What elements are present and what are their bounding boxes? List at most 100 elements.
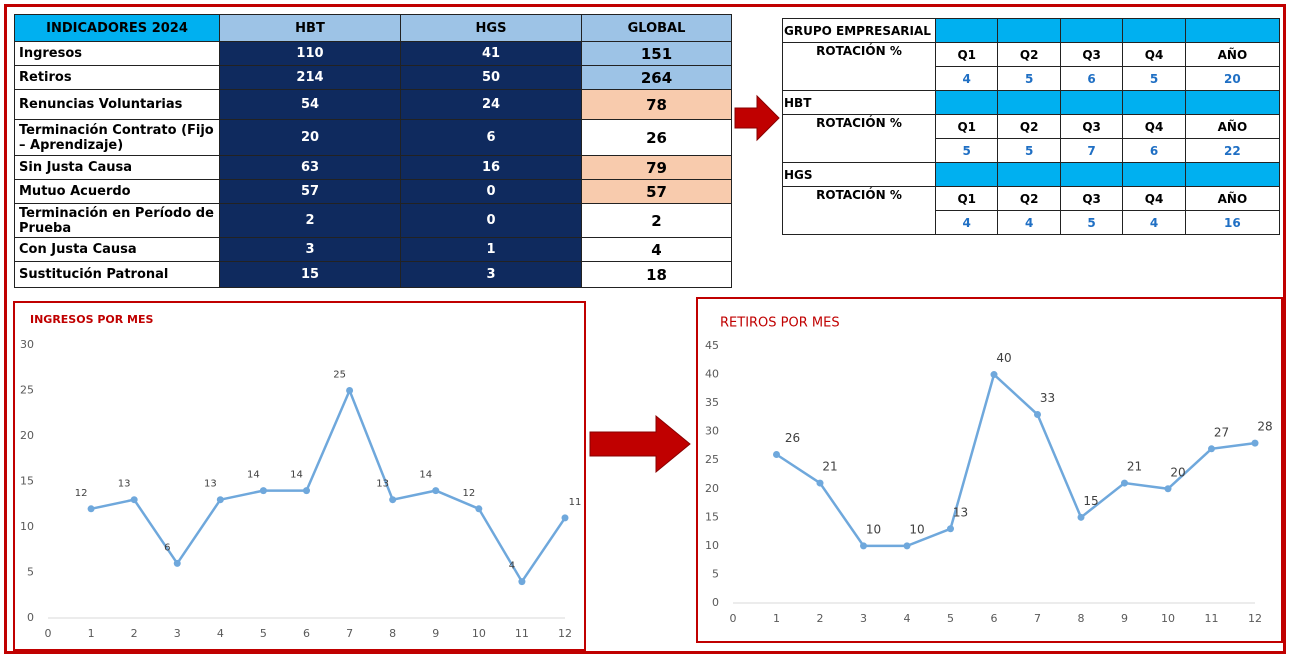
point [561,514,569,522]
column-row: ROTACIÓN % Q1 Q2 Q3 Q4 AÑO [782,42,1281,91]
row: Renuncias Voluntarias 54 24 78 [14,89,732,120]
data-label: 40 [996,351,1011,365]
group-row: HGS [782,162,1281,187]
x-tick-label: 3 [174,627,181,640]
value-row: 5 5 7 6 22 [783,138,1281,163]
y-tick-label: 25 [20,384,34,397]
data-label: 21 [822,460,837,474]
data-label: 13 [204,479,217,490]
cell: Mutuo Acuerdo [14,179,220,204]
point [1164,485,1172,493]
data-label: 10 [866,522,881,536]
x-tick-label: 2 [817,612,824,625]
blue-cell [997,162,1061,187]
x-tick-label: 12 [558,627,572,640]
column-row: ROTACIÓN % Q1 Q2 Q3 Q4 AÑO [782,114,1281,163]
group-row: HBT [782,90,1281,115]
row: Ingresos 110 41 151 [14,41,732,66]
indicators-table: INDICADORES 2024 HBT HGS GLOBAL Ingresos 110 4… [14,14,732,288]
data-label: 27 [1214,425,1229,439]
y-tick-label: 5 [27,566,34,579]
x-tick-label: 5 [947,612,954,625]
data-label: 26 [785,431,800,445]
data-label: 13 [118,479,131,490]
y-tick-label: 0 [712,596,719,609]
x-tick-label: 9 [432,627,439,640]
cell: Terminación Contrato (Fijo – Aprendizaje… [14,119,220,156]
point [773,451,780,459]
point [259,487,267,495]
x-tick-label: 10 [472,627,486,640]
y-tick-label: 25 [705,453,719,466]
row: Mutuo Acuerdo 57 0 57 [14,179,732,204]
cell: 264 [581,65,732,90]
value-cell: 5 [1059,210,1124,235]
x-tick-label: 11 [1205,612,1219,625]
y-tick-label: 10 [20,520,34,533]
data-label: 14 [247,470,260,481]
value-cell: 5 [934,138,999,163]
point [87,505,95,513]
x-tick-label: 4 [904,612,911,625]
data-label: 25 [333,370,346,381]
x-tick-label: 3 [860,612,867,625]
cell: 57 [219,179,401,204]
x-tick-label: 8 [1078,612,1085,625]
point [1034,411,1041,419]
data-label: 4 [509,561,515,572]
x-tick-label: 7 [1034,612,1041,625]
point [475,505,483,513]
point [816,479,824,487]
blue-cell [1059,90,1124,115]
header-cell: HBT [219,14,401,42]
x-tick-label: 5 [260,627,267,640]
chart-title: RETIROS POR MES [720,316,840,331]
cell: 0 [400,179,582,204]
cell: 3 [400,261,582,288]
blue-cell [1184,162,1281,187]
x-tick-label: 1 [88,627,95,640]
point [1208,445,1215,453]
group-name: HBT [782,90,936,115]
cell: 57 [581,179,732,204]
x-tick-label: 1 [773,612,780,625]
cell: 2 [219,203,401,238]
point [303,487,310,495]
data-label: 11 [569,497,582,508]
column-row: ROTACIÓN % Q1 Q2 Q3 Q4 AÑO [782,186,1281,235]
data-label: 6 [164,542,170,553]
cell: 214 [219,65,401,90]
line [90,387,567,584]
point [1077,513,1085,521]
y-tick-label: 10 [705,539,719,552]
y-tick-label: 30 [20,338,34,351]
data-label: 20 [1170,465,1185,479]
blue-cell [997,90,1061,115]
cell: 41 [400,41,582,66]
x-tick-label: 2 [131,627,138,640]
value-cell: 7 [1059,138,1124,163]
point [903,542,911,550]
row: Terminación en Período de Prueba 2 0 2 [14,203,732,238]
data-label: 15 [1083,494,1098,508]
data-label: 33 [1040,391,1055,405]
data-label: 13 [376,479,389,490]
group-name: GRUPO EMPRESARIAL [782,18,936,43]
blue-cell [1122,162,1186,187]
blue-cell [934,162,999,187]
column-label: AÑO [1184,114,1281,139]
blue-cell [934,90,999,115]
data-label: 21 [1127,460,1142,474]
chart-box [13,301,586,651]
column-label: Q2 [997,186,1061,211]
column-label: AÑO [1184,42,1281,67]
arrow [734,94,780,142]
y-tick-label: 40 [705,368,719,381]
data-label: 14 [290,470,303,481]
row: Sustitución Patronal 15 3 18 [14,261,732,288]
cell: 15 [219,261,401,288]
y-tick-label: 45 [705,339,719,352]
row: Sin Justa Causa 63 16 79 [14,155,732,180]
value-cell: 6 [1059,66,1124,91]
cell: 20 [219,119,401,156]
